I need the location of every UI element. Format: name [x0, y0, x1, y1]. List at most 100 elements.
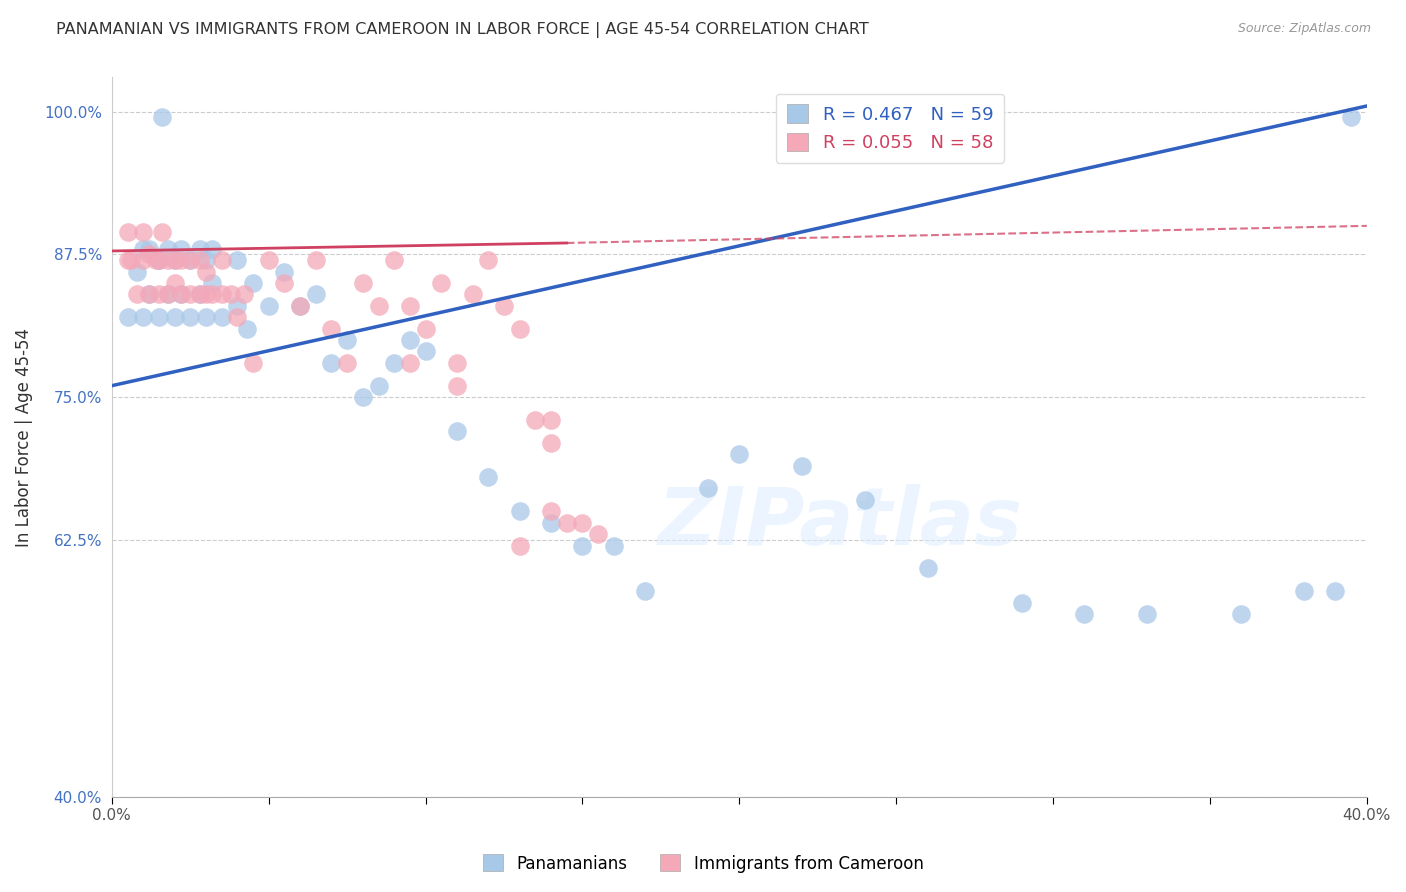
Point [399, 299, 422, 313]
Point [148, 253, 170, 268]
Point [157, 287, 180, 301]
Point [399, 333, 422, 347]
Point [179, 310, 201, 325]
Point [540, 516, 562, 530]
Point [336, 356, 359, 370]
Point [117, 253, 139, 268]
Point [219, 287, 242, 301]
Legend: Panamanians, Immigrants from Cameroon: Panamanians, Immigrants from Cameroon [475, 847, 931, 880]
Point [492, 299, 515, 313]
Point [132, 253, 155, 268]
Point [188, 287, 211, 301]
Point [305, 253, 328, 268]
Point [242, 356, 264, 370]
Point [163, 276, 186, 290]
Point [120, 253, 142, 268]
Point [157, 253, 180, 268]
Point [226, 299, 249, 313]
Point [235, 321, 257, 335]
Point [1324, 584, 1347, 599]
Point [179, 287, 201, 301]
Point [117, 225, 139, 239]
Point [321, 356, 343, 370]
Point [211, 310, 233, 325]
Point [430, 276, 453, 290]
Point [170, 287, 193, 301]
Y-axis label: In Labor Force | Age 45-54: In Labor Force | Age 45-54 [15, 327, 32, 547]
Point [257, 253, 280, 268]
Text: ZIPatlas: ZIPatlas [657, 484, 1022, 562]
Point [163, 253, 186, 268]
Point [148, 253, 170, 268]
Point [586, 527, 609, 541]
Point [138, 287, 160, 301]
Point [917, 561, 939, 575]
Point [603, 539, 626, 553]
Point [446, 378, 468, 392]
Point [201, 287, 224, 301]
Point [273, 264, 295, 278]
Point [148, 287, 170, 301]
Point [1136, 607, 1159, 621]
Point [288, 299, 311, 313]
Point [138, 247, 160, 261]
Point [571, 516, 593, 530]
Point [150, 225, 173, 239]
Point [509, 504, 531, 518]
Point [201, 276, 224, 290]
Point [148, 253, 170, 268]
Point [232, 287, 254, 301]
Point [288, 299, 311, 313]
Point [188, 287, 211, 301]
Point [163, 310, 186, 325]
Point [790, 458, 813, 473]
Point [179, 253, 201, 268]
Point [524, 413, 547, 427]
Point [188, 253, 211, 268]
Point [132, 242, 155, 256]
Point [367, 378, 389, 392]
Point [509, 321, 531, 335]
Point [125, 264, 148, 278]
Text: Source: ZipAtlas.com: Source: ZipAtlas.com [1237, 22, 1371, 36]
Point [853, 492, 876, 507]
Point [211, 287, 233, 301]
Point [540, 435, 562, 450]
Point [1292, 584, 1315, 599]
Point [1011, 596, 1033, 610]
Point [571, 539, 593, 553]
Point [728, 447, 751, 461]
Point [170, 287, 193, 301]
Point [201, 242, 224, 256]
Point [446, 425, 468, 439]
Point [188, 242, 211, 256]
Point [336, 333, 359, 347]
Point [257, 299, 280, 313]
Point [273, 276, 295, 290]
Point [138, 287, 160, 301]
Point [382, 356, 405, 370]
Point [1340, 111, 1362, 125]
Point [157, 287, 180, 301]
Point [179, 253, 201, 268]
Point [415, 344, 437, 359]
Point [461, 287, 484, 301]
Point [194, 310, 217, 325]
Point [415, 321, 437, 335]
Point [150, 111, 173, 125]
Point [194, 253, 217, 268]
Point [194, 287, 217, 301]
Point [446, 356, 468, 370]
Point [157, 242, 180, 256]
Point [509, 539, 531, 553]
Point [148, 310, 170, 325]
Point [132, 225, 155, 239]
Point [226, 310, 249, 325]
Point [540, 504, 562, 518]
Point [399, 356, 422, 370]
Point [242, 276, 264, 290]
Point [211, 253, 233, 268]
Point [540, 413, 562, 427]
Point [477, 253, 499, 268]
Point [138, 242, 160, 256]
